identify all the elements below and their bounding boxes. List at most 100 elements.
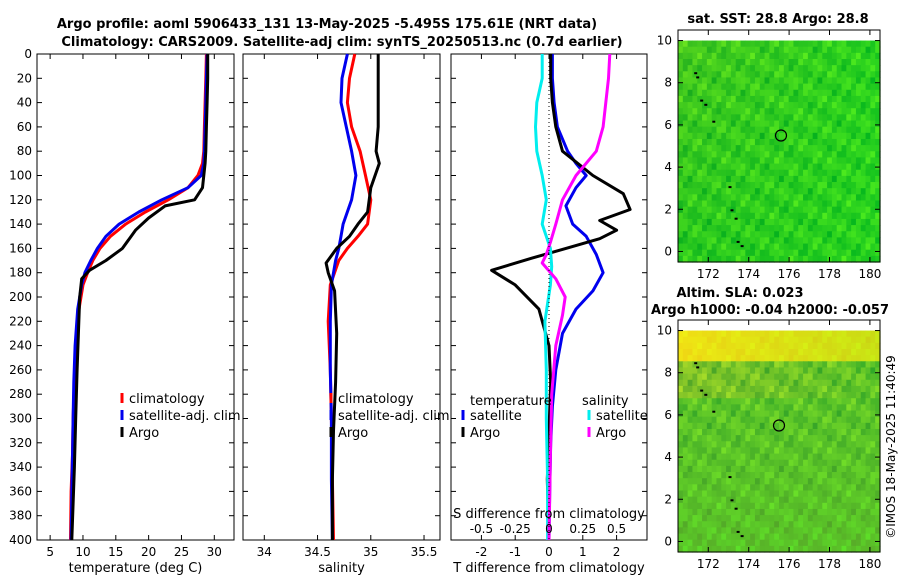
sst-map-cell <box>740 71 746 79</box>
sla-map-cell <box>726 428 732 436</box>
sla-map-cell <box>735 545 742 553</box>
sst-map-cell <box>750 175 756 183</box>
sst-map-cell <box>812 218 819 226</box>
sla-map-cell <box>745 404 751 412</box>
sst-map-cell <box>779 237 785 245</box>
sst-map-cell <box>730 194 737 202</box>
sst-map-cell <box>735 65 742 72</box>
sst-map-cell <box>860 145 867 152</box>
sst-map-cell <box>692 169 698 177</box>
sst-map-cell <box>822 40 828 48</box>
sst-map-cell <box>754 175 761 183</box>
sst-map-cell <box>803 225 809 232</box>
sst-map-ytick-label: 10 <box>657 34 672 48</box>
sst-map-cell <box>870 95 876 103</box>
sla-map-cell <box>822 422 828 430</box>
sla-map-cell <box>870 330 876 338</box>
sla-map-cell <box>851 502 857 510</box>
sst-map-cell <box>745 108 751 115</box>
sst-map-cell <box>687 102 694 109</box>
sst-map-cell <box>831 71 838 79</box>
sla-map-cell <box>836 349 843 356</box>
sla-map-cell <box>706 484 713 492</box>
sla-map-cell <box>726 478 732 485</box>
sla-map-cell <box>817 496 823 504</box>
sst-map-cell <box>764 200 770 208</box>
sst-map-cell <box>807 71 814 79</box>
sla-map-cell <box>831 472 838 479</box>
sla-map-cell <box>870 441 876 449</box>
sst-map-cell <box>769 255 775 263</box>
sla-map-cell <box>735 367 742 375</box>
sla-map-cell <box>750 330 756 338</box>
sla-map-cell <box>865 330 871 338</box>
sla-map-cell <box>702 465 708 473</box>
sst-map-cell <box>754 46 761 54</box>
sla-map-cell <box>726 539 732 547</box>
sst-map-cell <box>730 71 737 79</box>
sst-map-cell <box>865 89 871 97</box>
sla-map-cell <box>851 373 857 381</box>
sst-map-cell <box>788 255 795 263</box>
sst-map-cell <box>817 114 823 122</box>
sla-map-cell <box>831 490 838 498</box>
sla-map-cell <box>827 447 833 455</box>
sla-map-cell <box>687 484 694 492</box>
sla-map-cell <box>827 521 833 528</box>
sla-map-cell <box>740 515 746 522</box>
sst-map-cell <box>740 120 746 128</box>
sla-map-cell <box>740 342 746 350</box>
sst-map-cell <box>711 157 718 165</box>
sst-map-cell <box>682 40 689 48</box>
sla-map-cell <box>735 453 742 461</box>
sla-map-cell <box>769 422 775 430</box>
sla-map-cell <box>803 447 809 455</box>
sla-map-cell <box>769 410 775 418</box>
sst-map-cell <box>759 157 766 165</box>
sst-map-cell <box>827 132 833 140</box>
sst-map-cell <box>812 169 819 177</box>
sla-map-cell <box>726 447 732 455</box>
sst-map-cell <box>682 138 689 146</box>
sst-map-cell <box>730 102 737 109</box>
sla-map-cell <box>692 472 698 479</box>
sst-map-cell <box>726 46 732 54</box>
sst-map-cell <box>711 255 718 263</box>
sla-map-cell <box>812 447 819 455</box>
sla-map-cell <box>831 367 838 375</box>
sst-map-cell <box>764 89 770 97</box>
sla-map-cell <box>745 527 751 535</box>
sst-map-cell <box>793 46 799 54</box>
sst-map-cell <box>865 237 871 245</box>
sla-map-cell <box>774 527 780 535</box>
sla-map-cell <box>793 441 799 449</box>
sst-map-cell <box>721 188 727 195</box>
sla-map-cell <box>827 385 833 393</box>
sst-map-cell <box>716 182 722 189</box>
sla-map-cell <box>706 539 713 547</box>
sst-map-cell <box>831 237 838 245</box>
sla-map-cell <box>745 508 751 516</box>
sla-map-cell <box>831 349 838 356</box>
sst-map-cell <box>803 145 809 152</box>
sla-map-cell <box>788 385 795 393</box>
sst-map-cell <box>687 218 694 226</box>
sla-map-cell <box>875 336 881 344</box>
sla-map-cell <box>875 496 881 504</box>
sla-map-cell <box>754 385 761 393</box>
sla-map-cell <box>822 336 828 344</box>
sst-map-cell <box>759 231 766 238</box>
sst-map-cell <box>841 52 847 60</box>
sla-map-cell <box>716 496 722 504</box>
sst-map-cell <box>759 218 766 226</box>
sla-map-cell <box>745 349 751 356</box>
sla-map-cell <box>860 465 867 473</box>
sst-map-cell <box>692 114 698 122</box>
sst-map-cell <box>735 40 742 48</box>
sst-map-cell <box>697 182 703 189</box>
sla-map-cell <box>831 459 838 467</box>
sla-map-cell <box>812 385 819 393</box>
sst-map-cell <box>764 46 770 54</box>
sst-map-cell <box>841 145 847 152</box>
sst-map-cell <box>678 132 684 140</box>
